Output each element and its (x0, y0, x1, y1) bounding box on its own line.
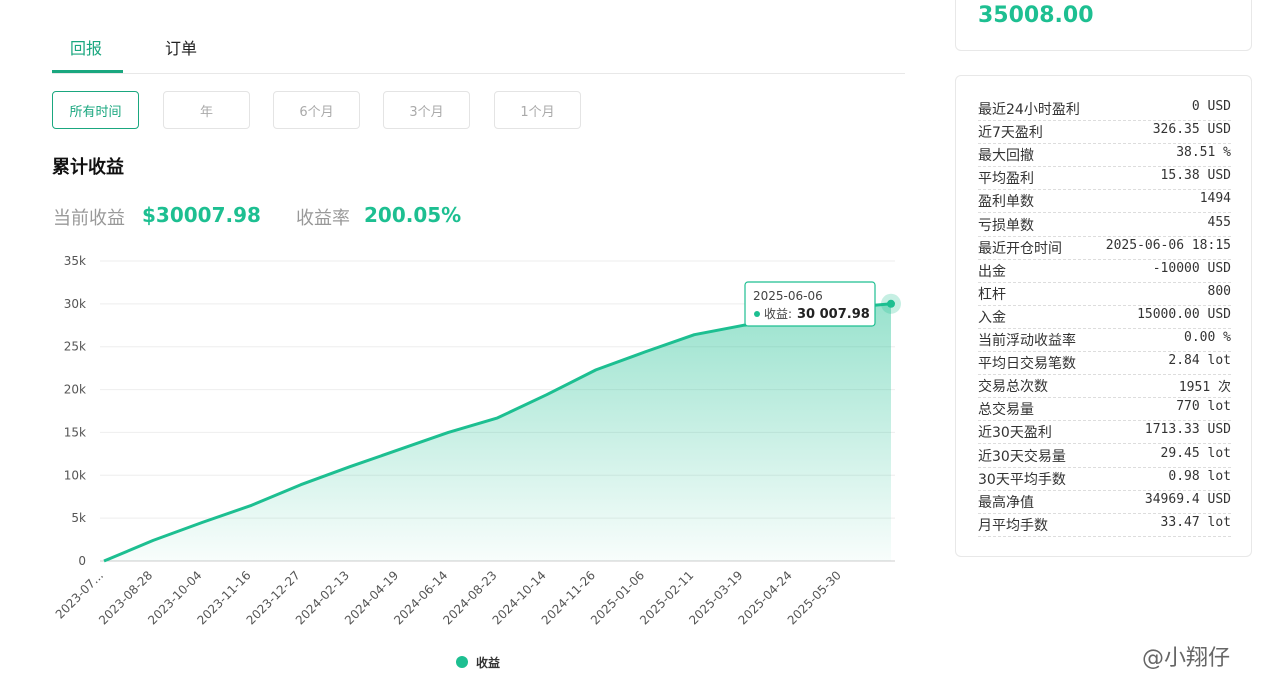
stat-label: 盈利单数 (978, 194, 1034, 211)
tooltip-value: 30 007.98 (797, 307, 870, 322)
tab-orders[interactable]: 订单 (165, 39, 198, 58)
legend-swatch (456, 656, 468, 668)
stat-label: 入金 (978, 309, 1006, 326)
stats-card: 最近24小时盈利 0 USD 近7天盈利 326.35 USD 最大回撤 38.51 % 平… (955, 75, 1252, 557)
divider (52, 73, 905, 74)
rate-label: 收益率 (296, 208, 350, 229)
stat-value: 15.38 USD (1160, 168, 1231, 184)
profit-value: $30007.98 (142, 203, 261, 227)
stat-value: 38.51 % (1176, 145, 1231, 161)
stat-row: 30天平均手数 0.98 lot (978, 467, 1231, 491)
stat-row: 杠杆 800 (978, 282, 1231, 306)
range-button[interactable]: 所有时间 (52, 91, 139, 129)
x-tick-label: 2023-07... (53, 568, 106, 621)
stat-row: 最高净值 34969.4 USD (978, 490, 1231, 514)
stat-label: 最高净值 (978, 494, 1034, 511)
stat-row: 近30天盈利 1713.33 USD (978, 420, 1231, 445)
tooltip-label: 收益: (764, 307, 792, 321)
legend-label: 收益 (476, 655, 500, 670)
stat-value: 0 USD (1191, 99, 1231, 114)
stat-label: 月平均手数 (978, 517, 1048, 534)
stat-value: 1494 (1199, 191, 1231, 207)
stat-label: 最近24小时盈利 (978, 102, 1080, 118)
stat-label: 杠杆 (978, 286, 1006, 303)
stat-label: 30天平均手数 (978, 471, 1066, 488)
stat-value: 0.98 lot (1168, 468, 1231, 484)
profit-label: 当前收益 (53, 208, 125, 229)
range-button[interactable]: 3个月 (383, 91, 470, 129)
stat-value: 33.47 lot (1160, 514, 1231, 530)
stat-label: 平均盈利 (978, 171, 1034, 188)
stat-label: 当前浮动收益率 (978, 333, 1076, 349)
y-tick-label: 0 (78, 554, 86, 568)
tooltip-box (744, 281, 876, 327)
stat-value: 2.84 lot (1168, 353, 1231, 369)
stat-label: 平均日交易笔数 (978, 356, 1076, 373)
stat-row: 亏损单数 455 (978, 213, 1231, 237)
stat-value: 34969.4 USD (1144, 491, 1231, 507)
stat-row: 入金 15000.00 USD (978, 305, 1231, 329)
end-point (887, 299, 895, 308)
y-tick-label: 20k (64, 383, 86, 397)
balance-card: 35008.00 (955, 0, 1252, 51)
stat-row: 出金 -10000 USD (978, 259, 1231, 283)
y-tick-label: 30k (64, 297, 86, 311)
rate-value: 200.05% (364, 203, 462, 227)
stat-label: 近7天盈利 (978, 125, 1043, 142)
watermark: @小翔仔 (1142, 646, 1231, 671)
stat-value: 1713.33 USD (1144, 422, 1231, 438)
stat-label: 交易总次数 (978, 379, 1048, 396)
stat-label: 最大回撤 (978, 148, 1034, 165)
stat-value: 770 lot (1176, 399, 1231, 415)
stat-value: 29.45 lot (1160, 445, 1231, 461)
chart: 05k10k15k20k25k30k35k2023-07...2023-08-2… (53, 254, 901, 670)
stat-value: 800 (1207, 283, 1231, 299)
stat-value: 455 (1207, 214, 1231, 230)
stat-row: 盈利单数 1494 (978, 189, 1231, 214)
stat-label: 出金 (978, 263, 1006, 280)
stat-row: 最大回撤 38.51 % (978, 143, 1231, 168)
area (104, 303, 891, 561)
balance: 35008.00 (978, 3, 1094, 28)
stat-row: 平均日交易笔数 2.84 lot (978, 351, 1231, 376)
stat-label: 近30天盈利 (978, 425, 1052, 442)
range-button[interactable]: 6个月 (273, 91, 360, 129)
stat-row: 最近24小时盈利 0 USD (978, 97, 1231, 121)
tab-returns[interactable]: 回报 (70, 39, 103, 58)
stat-label: 总交易量 (978, 402, 1034, 419)
stat-row: 近30天交易量 29.45 lot (978, 444, 1231, 468)
range-button[interactable]: 年 (163, 91, 250, 129)
stat-row: 月平均手数 33.47 lot (978, 513, 1231, 537)
y-tick-label: 25k (64, 340, 86, 354)
stat-label: 最近开仓时间 (978, 240, 1062, 257)
stat-row: 平均盈利 15.38 USD (978, 166, 1231, 191)
stat-value: 1951 次 (1178, 380, 1231, 396)
stat-row: 总交易量 770 lot (978, 397, 1231, 422)
y-tick-label: 15k (64, 425, 86, 439)
y-tick-label: 35k (64, 254, 86, 268)
stat-value: 326.35 USD (1152, 122, 1231, 138)
y-tick-label: 5k (71, 511, 86, 525)
stat-label: 亏损单数 (978, 217, 1034, 234)
tooltip-dot (754, 311, 760, 317)
stat-value: 2025-06-06 18:15 (1105, 237, 1231, 253)
stat-row: 近7天盈利 326.35 USD (978, 120, 1231, 145)
tab-underline (52, 70, 123, 73)
stat-value: 15000.00 USD (1137, 306, 1231, 322)
stat-value: -10000 USD (1152, 260, 1231, 276)
stat-row: 当前浮动收益率 0.00 % (978, 328, 1231, 352)
stat-row: 最近开仓时间 2025-06-06 18:15 (978, 236, 1231, 260)
y-tick-label: 10k (64, 468, 86, 482)
tooltip-date: 2025-06-06 (753, 289, 823, 303)
stat-value: 0.00 % (1184, 330, 1231, 345)
stat-row: 交易总次数 1951 次 (978, 374, 1231, 399)
range-button[interactable]: 1个月 (494, 91, 581, 129)
section-title: 累计收益 (52, 157, 124, 178)
stat-label: 近30天交易量 (978, 448, 1066, 465)
